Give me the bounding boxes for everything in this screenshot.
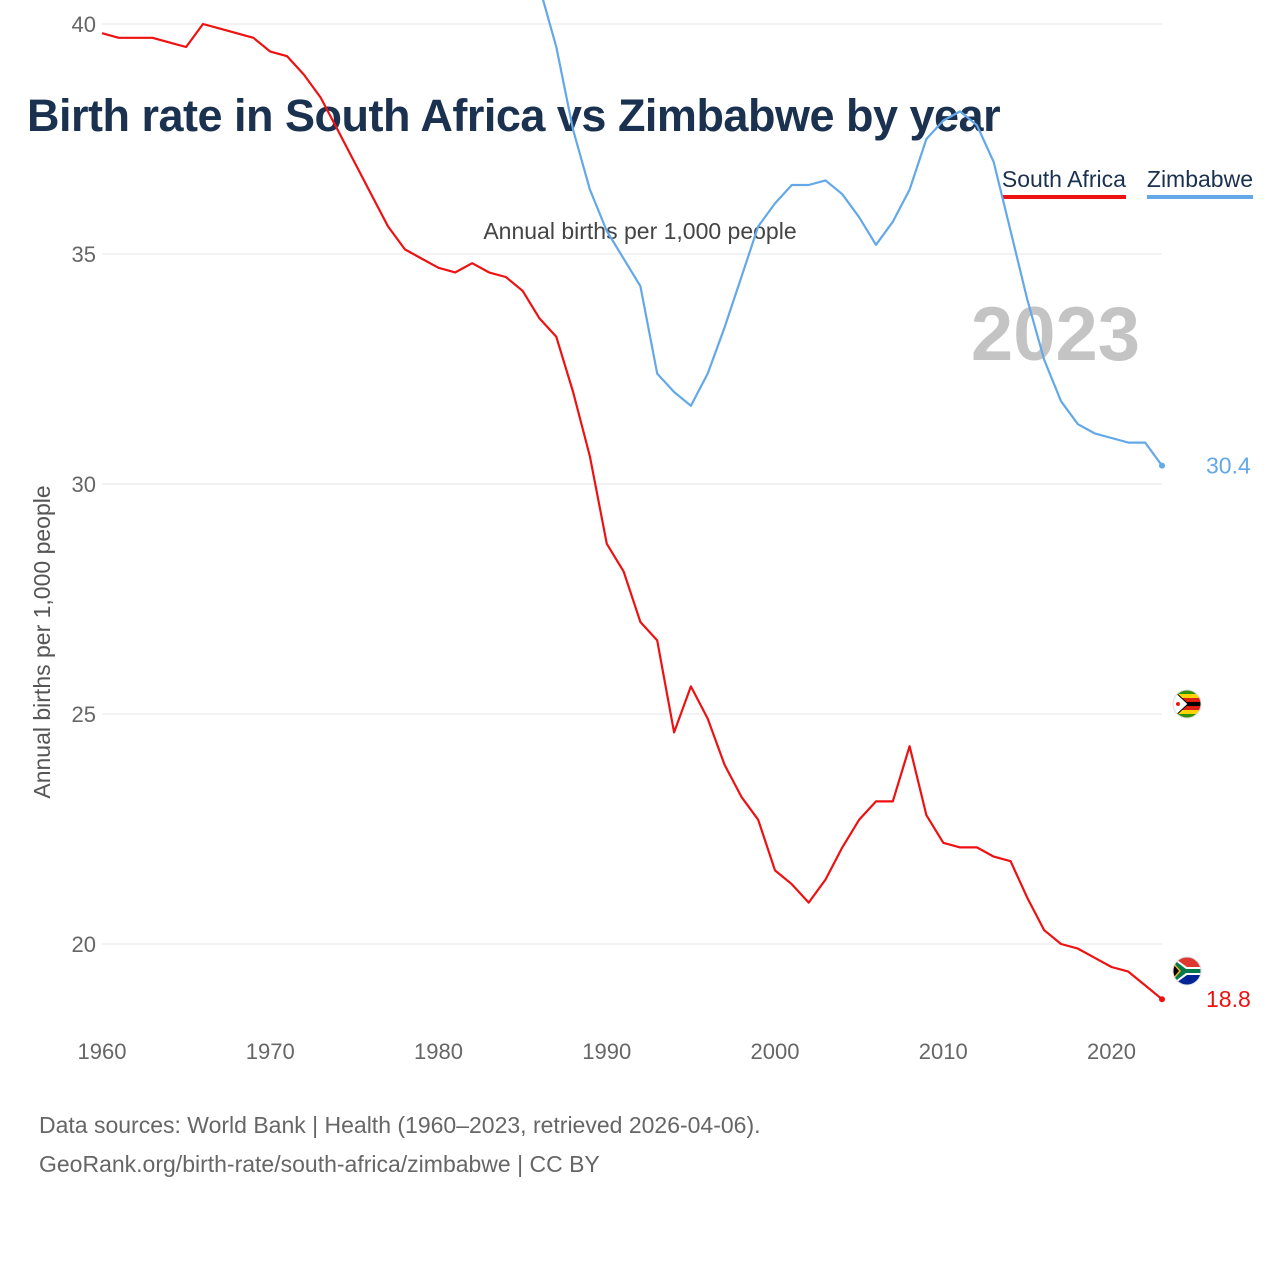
- y-tick-label: 40: [72, 12, 96, 37]
- chart-title: Birth rate in South Africa vs Zimbabwe b…: [27, 90, 1001, 141]
- y-tick-label: 20: [72, 932, 96, 957]
- data-source-note: Data sources: World Bank | Health (1960–…: [39, 1112, 761, 1138]
- south-africa-flag-icon: [1173, 957, 1201, 985]
- series-end-point-zimbabwe[interactable]: [1159, 462, 1165, 469]
- zimbabwe-flag-icon: [1173, 690, 1201, 718]
- x-tick-label: 2010: [919, 1039, 968, 1064]
- y-tick-label: 30: [72, 472, 96, 497]
- end-value-label-zimbabwe: 30.4: [1206, 453, 1251, 479]
- y-axis-label: Annual births per 1,000 people: [29, 485, 55, 798]
- chart-subtitle: Annual births per 1,000 people: [483, 218, 797, 244]
- x-tick-label: 1970: [246, 1039, 295, 1064]
- x-tick-label: 1980: [414, 1039, 463, 1064]
- legend-item-south-africa[interactable]: South Africa: [1001, 166, 1126, 199]
- legend: South Africa Zimbabwe: [1001, 166, 1253, 199]
- series-line-zimbabwe[interactable]: [102, 0, 1163, 467]
- x-tick-label: 2020: [1087, 1039, 1136, 1064]
- y-tick-label: 25: [72, 702, 96, 727]
- series-end-point-south-africa[interactable]: [1159, 996, 1165, 1003]
- series-line-south-africa[interactable]: [101, 22, 1163, 1001]
- x-tick-label: 1990: [582, 1039, 631, 1064]
- source-url[interactable]: GeoRank.org/birth-rate/south-africa/zimb…: [39, 1151, 600, 1177]
- chart-footer: Data sources: World Bank | Health (1960–…: [39, 1106, 761, 1184]
- line-chart: 2023 202530354045 1960197019801990200020…: [29, 0, 1251, 1064]
- legend-item-zimbabwe[interactable]: Zimbabwe: [1146, 166, 1253, 199]
- y-tick-label: 35: [72, 242, 96, 267]
- x-tick-label: 1960: [78, 1039, 127, 1064]
- year-watermark: 2023: [971, 292, 1140, 377]
- x-tick-label: 2000: [751, 1039, 800, 1064]
- end-value-label-south-africa: 18.8: [1206, 986, 1251, 1012]
